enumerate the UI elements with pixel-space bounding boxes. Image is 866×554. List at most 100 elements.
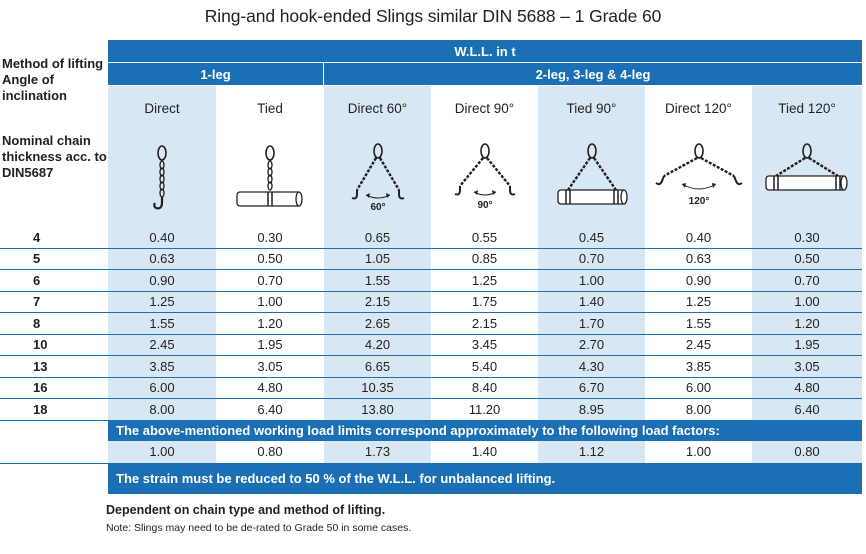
wll-value: 6.65 (324, 356, 431, 378)
wll-value: 10.35 (324, 377, 431, 399)
wll-value: 1.05 (324, 248, 431, 270)
table-row: 16 6.00 4.80 10.35 8.40 6.70 6.00 4.80 (0, 377, 863, 399)
table-row: 4 0.40 0.30 0.65 0.55 0.45 0.40 0.30 (0, 227, 863, 249)
wll-value: 8.00 (108, 399, 216, 421)
chain-size: 5 (0, 248, 108, 270)
nominal-label: Nominal chain thickness acc. to DIN5687 (2, 133, 107, 180)
load-factor-row: 1.00 0.80 1.73 1.40 1.12 1.00 0.80 (0, 440, 863, 464)
wll-value: 4.80 (216, 377, 324, 399)
page-title: Ring-and hook-ended Slings similar DIN 5… (204, 6, 662, 26)
wll-header: W.L.L. in t (108, 40, 863, 63)
wll-value: 6.70 (538, 377, 645, 399)
wll-value: 1.00 (752, 291, 863, 313)
wll-value: 1.20 (216, 313, 324, 335)
load-factor-tied-90: 1.12 (538, 440, 645, 464)
wll-value: 0.30 (216, 227, 324, 249)
wll-value: 8.00 (645, 399, 752, 421)
wll-value: 6.40 (752, 399, 863, 421)
wll-value: 3.45 (431, 334, 538, 356)
wll-value: 0.70 (538, 248, 645, 270)
direct-60-sling-diagram: 60° (324, 131, 431, 227)
wll-value: 0.40 (108, 227, 216, 249)
wll-value: 0.85 (431, 248, 538, 270)
chain-size: 6 (0, 270, 108, 292)
wll-value: 4.30 (538, 356, 645, 378)
col-tied: Tied (216, 86, 324, 131)
wll-value: 6.00 (645, 377, 752, 399)
chain-size: 18 (0, 399, 108, 421)
wll-value: 6.40 (216, 399, 324, 421)
col-direct-60: Direct 60° (324, 86, 431, 131)
tied-120-sling-diagram (752, 131, 863, 227)
wll-value: 1.00 (216, 291, 324, 313)
col-direct-120: Direct 120° (645, 86, 752, 131)
wll-value: 1.40 (538, 291, 645, 313)
wll-value: 8.95 (538, 399, 645, 421)
load-factor-tied-120: 0.80 (752, 440, 863, 464)
chain-size: 10 (0, 334, 108, 356)
wll-value: 0.63 (645, 248, 752, 270)
angle-label-90: 90° (477, 200, 492, 211)
wll-value: 4.80 (752, 377, 863, 399)
wll-value: 0.50 (752, 248, 863, 270)
table-row: 8 1.55 1.20 2.65 2.15 1.70 1.55 1.20 (0, 313, 863, 335)
load-factor-tied: 0.80 (216, 440, 324, 464)
table-row: 13 3.85 3.05 6.65 5.40 4.30 3.85 3.05 (0, 356, 863, 378)
wll-value: 13.80 (324, 399, 431, 421)
method-label: Method of lifting Angle of inclination (2, 56, 104, 103)
wll-value: 2.45 (645, 334, 752, 356)
wll-value: 1.25 (431, 270, 538, 292)
wll-value: 0.55 (431, 227, 538, 249)
chain-size: 8 (0, 313, 108, 335)
col-tied-90: Tied 90° (538, 86, 645, 131)
wll-value: 0.50 (216, 248, 324, 270)
wll-value: 2.45 (108, 334, 216, 356)
wll-value: 1.25 (645, 291, 752, 313)
wll-value: 0.40 (645, 227, 752, 249)
wll-value: 0.70 (752, 270, 863, 292)
wll-value: 1.75 (431, 291, 538, 313)
one-leg-header: 1-leg (108, 63, 324, 86)
table-row: 10 2.45 1.95 4.20 3.45 2.70 2.45 1.95 (0, 334, 863, 356)
wll-value: 8.40 (431, 377, 538, 399)
wll-value: 2.15 (324, 291, 431, 313)
table-row: 18 8.00 6.40 13.80 11.20 8.95 8.00 6.40 (0, 399, 863, 421)
chain-size: 16 (0, 377, 108, 399)
wll-value: 0.30 (752, 227, 863, 249)
col-direct: Direct (108, 86, 216, 131)
tied-90-sling-diagram (538, 131, 645, 227)
chain-size: 4 (0, 227, 108, 249)
dependent-note: Dependent on chain type and method of li… (106, 503, 386, 517)
wll-value: 3.85 (108, 356, 216, 378)
wll-value: 1.55 (324, 270, 431, 292)
direct-90-sling-diagram: 90° (431, 131, 538, 227)
load-factor-direct-90: 1.40 (431, 440, 538, 464)
wll-value: 0.63 (108, 248, 216, 270)
chain-size: 7 (0, 291, 108, 313)
load-factor-direct-120: 1.00 (645, 440, 752, 464)
wll-value: 1.70 (538, 313, 645, 335)
load-factor-note: The above-mentioned working load limits … (108, 420, 863, 441)
wll-value: 0.65 (324, 227, 431, 249)
wll-value: 2.65 (324, 313, 431, 335)
load-factor-direct: 1.00 (108, 440, 216, 464)
angle-label-120: 120° (688, 196, 709, 207)
wll-value: 1.55 (108, 313, 216, 335)
wll-value: 11.20 (431, 399, 538, 421)
wll-value: 0.90 (108, 270, 216, 292)
table-row: 6 0.90 0.70 1.55 1.25 1.00 0.90 0.70 (0, 270, 863, 292)
col-tied-120: Tied 120° (752, 86, 863, 131)
chain-size: 13 (0, 356, 108, 378)
multi-leg-header: 2-leg, 3-leg & 4-leg (324, 63, 863, 86)
wll-value: 1.20 (752, 313, 863, 335)
tied-sling-diagram (216, 131, 324, 227)
angle-label-60: 60° (370, 202, 385, 213)
wll-value: 0.70 (216, 270, 324, 292)
direct-120-sling-diagram: 120° (645, 131, 752, 227)
wll-value: 3.85 (645, 356, 752, 378)
derate-note: Note: Slings may need to be de-rated to … (106, 522, 412, 534)
load-factor-direct-60: 1.73 (324, 440, 431, 464)
wll-value: 1.55 (645, 313, 752, 335)
wll-value: 1.95 (216, 334, 324, 356)
table-row: 7 1.25 1.00 2.15 1.75 1.40 1.25 1.00 (0, 291, 863, 313)
